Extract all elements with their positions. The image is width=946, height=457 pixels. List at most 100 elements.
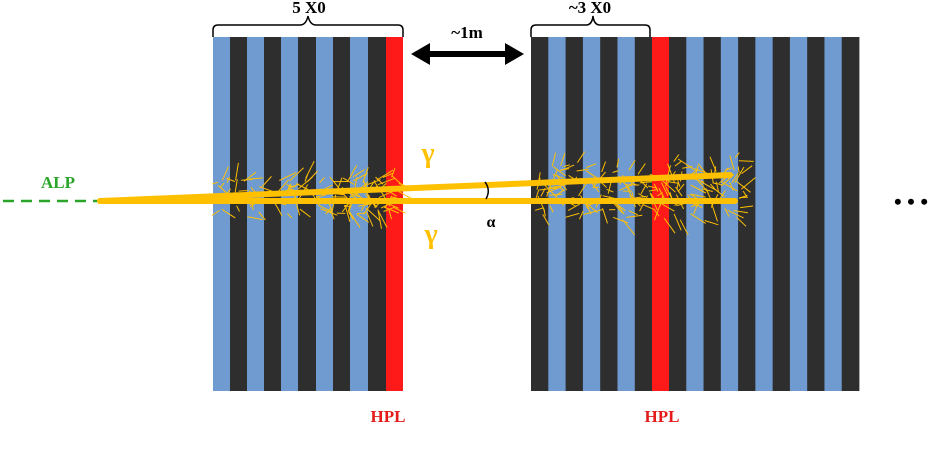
- shower-particle: [325, 207, 332, 215]
- shower-particle: [653, 208, 660, 217]
- scintillator-layer: [316, 37, 333, 391]
- shower-particle: [319, 176, 325, 184]
- shower-particle: [576, 151, 586, 163]
- shower-particle: [391, 168, 396, 178]
- shower-particle: [729, 155, 735, 171]
- scintillator-layer: [720, 37, 739, 391]
- shower-particle: [362, 167, 369, 183]
- absorber-layer: [807, 37, 825, 391]
- shower-particle: [647, 185, 658, 189]
- shower-particle: [375, 176, 384, 185]
- shower-particle: [366, 211, 374, 227]
- absorber-layer: [772, 37, 791, 391]
- shower-particle: [704, 220, 719, 226]
- shower-particle: [258, 211, 266, 221]
- shower-particle: [551, 152, 557, 167]
- shower-particle: [660, 182, 669, 196]
- shower-particle: [560, 152, 566, 166]
- scintillator-layer: [755, 37, 774, 391]
- hpl-left-label: HPL: [371, 407, 406, 426]
- shower-particle: [542, 214, 550, 226]
- shower-particle: [376, 169, 394, 181]
- shower-particle: [378, 191, 393, 199]
- shower-particle: [637, 163, 646, 175]
- shower-particle: [352, 173, 368, 182]
- left-calorimeter-module: [213, 37, 403, 391]
- shower-particle: [352, 169, 365, 178]
- scintillator-layer: [350, 37, 368, 391]
- shower-particle: [613, 202, 623, 214]
- shower-particle: [576, 168, 589, 172]
- shower-particle: [738, 160, 754, 162]
- shower-particle: [377, 210, 388, 228]
- shower-particle: [733, 210, 748, 214]
- shower-particle: [710, 202, 718, 222]
- hpl-layer: [386, 37, 403, 391]
- opening-angle-arc: [484, 181, 489, 200]
- shower-particle: [544, 184, 558, 199]
- absorber-layer: [264, 37, 281, 391]
- shower-particle: [226, 176, 230, 183]
- distance-label: ~1m: [451, 23, 483, 42]
- shower-particle: [741, 165, 753, 175]
- shower-particle: [583, 209, 603, 215]
- absorber-layer: [600, 37, 618, 391]
- absorber-layer: [738, 37, 756, 391]
- absorber-layer: [703, 37, 722, 391]
- shower-particle: [289, 183, 292, 190]
- shower-particle: [219, 182, 225, 189]
- absorber-layer: [634, 37, 653, 391]
- shower-particle: [287, 213, 293, 219]
- shower-particle: [318, 204, 333, 213]
- shower-particle: [377, 209, 382, 229]
- hpl-layer: [652, 37, 669, 391]
- shower-particle: [342, 177, 355, 185]
- ellipsis-label: • • •: [894, 189, 928, 214]
- shower-particle: [247, 216, 263, 221]
- shower-particle: [727, 209, 744, 219]
- shower-particle: [677, 180, 681, 187]
- shower-particle: [383, 206, 400, 214]
- shower-particle: [591, 182, 600, 193]
- absorber-layer: [333, 37, 350, 391]
- shower-particle: [626, 214, 643, 218]
- shower-particle: [559, 164, 575, 172]
- shower-particle: [673, 213, 682, 231]
- absorber-layer: [565, 37, 584, 391]
- shower-particle: [731, 172, 739, 183]
- shower-particle: [279, 172, 297, 181]
- shower-particle: [236, 205, 240, 212]
- scintillator-layer: [247, 37, 264, 391]
- shower-particle: [586, 163, 597, 169]
- shower-particle: [346, 165, 358, 183]
- shower-particle: [274, 202, 283, 217]
- shower-particle: [710, 183, 715, 189]
- scintillator-layer: [824, 37, 843, 391]
- shower-particle: [259, 186, 274, 193]
- scintillator-layer: [213, 37, 230, 391]
- shower-particle: [691, 193, 706, 198]
- shower-particle: [344, 205, 351, 222]
- scintillator-layer: [582, 37, 601, 391]
- shower-particle: [601, 161, 607, 173]
- shower-particle: [679, 219, 689, 236]
- shower-particle: [642, 204, 656, 211]
- shower-particle: [673, 154, 680, 162]
- shower-particle: [715, 181, 719, 192]
- shower-particle: [365, 207, 381, 222]
- shower-particle: [738, 194, 748, 199]
- absorber-layer: [368, 37, 386, 391]
- shower-particle: [383, 207, 394, 212]
- shower-particle: [606, 188, 614, 193]
- gamma-lower-label: γ: [423, 219, 437, 250]
- shower-particle: [212, 181, 219, 185]
- shower-particle: [729, 181, 734, 191]
- scintillator-layer: [686, 37, 704, 391]
- shower-particle: [534, 207, 544, 211]
- shower-particle: [607, 180, 612, 194]
- shower-particle: [639, 181, 653, 184]
- shower-particle: [740, 177, 756, 190]
- alp-label: ALP: [41, 173, 75, 192]
- shower-particle: [668, 181, 679, 184]
- shower-particle: [304, 174, 308, 182]
